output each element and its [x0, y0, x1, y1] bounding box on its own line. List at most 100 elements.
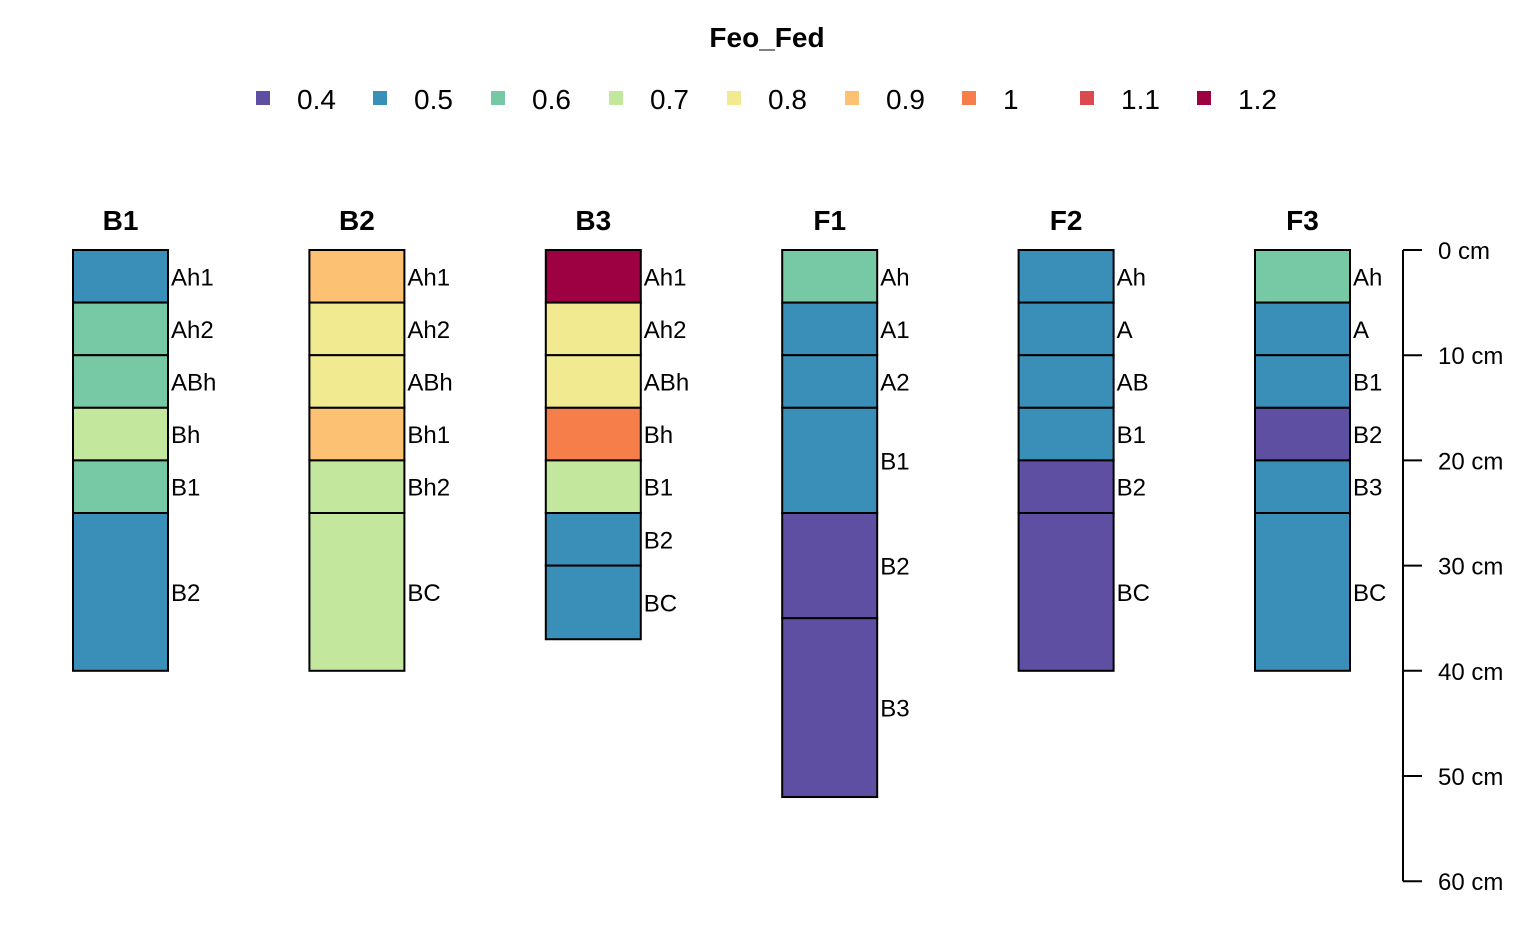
- horizon-B2: [72, 512, 169, 672]
- horizon-Ah: [1254, 249, 1351, 304]
- profiles: B1Ah1Ah2ABhBhB1B2B2Ah1Ah2ABhBh1Bh2BCB3Ah…: [72, 205, 1386, 799]
- profile-B1: B1 Ah1 Ah2 ABh Bh B1 B2: [72, 205, 216, 672]
- horizon-label: Bh: [171, 422, 200, 449]
- profile-title: B3: [575, 205, 611, 236]
- depth-tick-label: 10 cm: [1438, 343, 1503, 370]
- horizon-B2: [1017, 459, 1115, 514]
- horizon-Ah: [1017, 249, 1115, 304]
- horizon-B2: [781, 512, 879, 620]
- horizon-B1: [544, 459, 642, 514]
- horizon-label: B3: [880, 696, 909, 723]
- horizon-B1: [1254, 354, 1351, 409]
- legend-swatch-0.5: [373, 91, 387, 105]
- legend-swatch-0.8: [727, 91, 741, 105]
- horizon-label: Bh: [644, 422, 673, 449]
- horizon-label: Ah1: [644, 264, 687, 291]
- horizon-label: Ah1: [407, 264, 450, 291]
- legend-swatch-1.2: [1197, 91, 1211, 105]
- legend-swatch-0.7: [609, 91, 623, 105]
- horizon-Ah1: [308, 249, 406, 304]
- horizon-label: B2: [1353, 422, 1382, 449]
- horizon-Ah2: [72, 301, 169, 357]
- horizon-label: Ah: [1353, 264, 1382, 291]
- horizon-label: Ah2: [171, 317, 214, 344]
- horizon-Ah2: [544, 301, 642, 357]
- horizon-label: A: [1353, 317, 1369, 344]
- depth-tick-label: 50 cm: [1438, 764, 1503, 791]
- depth-tick-label: 0 cm: [1438, 238, 1490, 265]
- horizon-B3: [1254, 459, 1351, 514]
- legend-swatch-1.1: [1080, 91, 1094, 105]
- profile-title: B2: [339, 205, 375, 236]
- profile-title: B1: [103, 205, 139, 236]
- horizon-label: B1: [1117, 422, 1146, 449]
- horizon-label: Ah2: [407, 317, 450, 344]
- horizon-label: BC: [644, 590, 677, 617]
- legend: 0.4 0.5 0.6 0.7 0.8 0.9 1 1.1 1.2: [256, 84, 1277, 115]
- horizon-ABh: [72, 354, 169, 409]
- horizon-AB: [1017, 354, 1115, 409]
- horizon-ABh: [544, 354, 642, 409]
- depth-axis: 0 cm 10 cm 20 cm 30 cm 40 cm 50 cm 60 cm: [1402, 238, 1503, 896]
- horizon-label: ABh: [171, 370, 216, 397]
- legend-label-0.8: 0.8: [768, 84, 807, 115]
- profile-F3: F3 Ah A B1 B2 B3 BC: [1254, 205, 1386, 672]
- legend-label-1.1: 1.1: [1121, 84, 1160, 115]
- horizon-Bh: [544, 406, 642, 462]
- horizon-label: ABh: [644, 370, 689, 397]
- legend-label-0.9: 0.9: [886, 84, 925, 115]
- depth-tick-label: 40 cm: [1438, 659, 1503, 686]
- legend-swatch-1: [962, 91, 976, 105]
- horizon-label: AB: [1117, 370, 1149, 397]
- depth-tick-label: 20 cm: [1438, 448, 1503, 475]
- horizon-label: A2: [880, 370, 909, 397]
- horizon-Ah1: [544, 249, 642, 304]
- horizon-Ah: [781, 249, 879, 304]
- horizon-BC: [1254, 512, 1351, 672]
- legend-label-1: 1: [1003, 84, 1019, 115]
- horizon-label: B2: [171, 580, 200, 607]
- horizon-ABh: [308, 354, 406, 409]
- profile-F2: F2 Ah A AB B1 B2 BC: [1017, 205, 1150, 672]
- horizon-label: Ah1: [171, 264, 214, 291]
- horizon-label: BC: [1117, 580, 1150, 607]
- horizon-label: Ah: [1117, 264, 1146, 291]
- profile-F1: F1 Ah A1 A2 B1 B2 B3: [781, 205, 910, 799]
- depth-tick-label: 60 cm: [1438, 869, 1503, 896]
- horizon-Bh2: [308, 459, 406, 514]
- horizon-label: BC: [1353, 580, 1386, 607]
- horizon-Ah1: [72, 249, 169, 304]
- horizon-BC: [308, 512, 406, 672]
- horizon-label: A1: [880, 317, 909, 344]
- legend-label-0.4: 0.4: [297, 84, 336, 115]
- profile-title: F3: [1286, 205, 1319, 236]
- horizon-label: BC: [407, 580, 440, 607]
- horizon-label: A: [1117, 317, 1133, 344]
- horizon-label: Ah2: [644, 317, 687, 344]
- horizon-A: [1254, 301, 1351, 357]
- horizon-A2: [781, 354, 879, 409]
- horizon-label: B1: [1353, 370, 1382, 397]
- legend-label-0.7: 0.7: [650, 84, 689, 115]
- horizon-label: Bh2: [407, 475, 450, 502]
- legend-title: Feo_Fed: [709, 22, 824, 53]
- profile-title: F1: [813, 205, 846, 236]
- legend-label-1.2: 1.2: [1238, 84, 1277, 115]
- horizon-label: Ah: [880, 264, 909, 291]
- horizon-A1: [781, 301, 879, 357]
- horizon-label: Bh1: [407, 422, 450, 449]
- profile-title: F2: [1050, 205, 1083, 236]
- horizon-B2: [544, 512, 642, 567]
- horizon-B2: [1254, 406, 1351, 462]
- profile-B2: B2 Ah1 Ah2 ABh Bh1 Bh2 BC: [308, 205, 453, 672]
- legend-label-0.6: 0.6: [532, 84, 571, 115]
- horizon-BC: [1017, 512, 1115, 672]
- horizon-label: B2: [880, 554, 909, 581]
- horizon-label: B3: [1353, 475, 1382, 502]
- horizon-B3: [781, 617, 879, 799]
- horizon-A: [1017, 301, 1115, 357]
- depth-tick-label: 30 cm: [1438, 554, 1503, 581]
- legend-swatch-0.9: [845, 91, 859, 105]
- horizon-B1: [72, 459, 169, 514]
